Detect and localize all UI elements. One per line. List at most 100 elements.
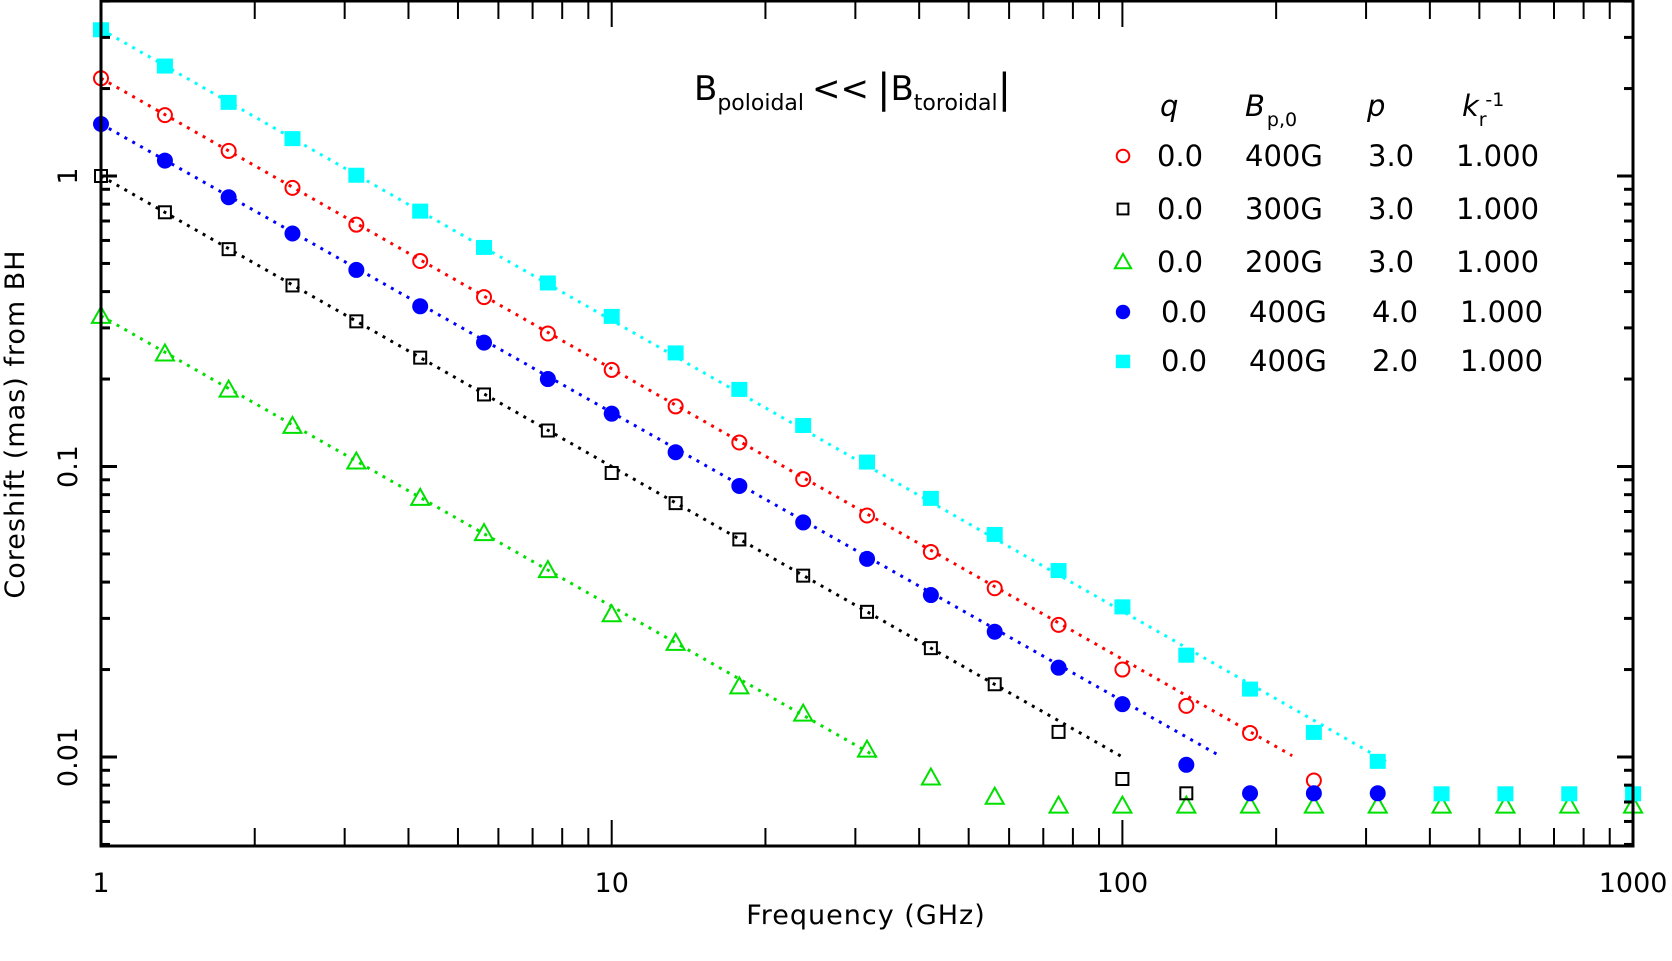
filled-square-marker-icon: [1178, 647, 1195, 663]
circle-marker-icon: [539, 325, 556, 342]
filled-square-marker-icon: [220, 94, 237, 110]
filled-circle-marker-icon: [1242, 785, 1259, 802]
circle-marker-icon: [1178, 697, 1195, 714]
circle-marker-icon: [1050, 616, 1067, 633]
square-marker-icon: [349, 314, 364, 329]
filled-circle-marker-icon: [603, 405, 620, 422]
square-marker-icon: [604, 465, 619, 480]
filled-square-marker-icon: [1115, 354, 1131, 369]
filled-circle-marker-icon: [539, 371, 556, 388]
filled-square-marker-icon: [1242, 681, 1259, 697]
filled-circle-marker-icon: [731, 477, 748, 494]
legend-k-value: 1.000: [1456, 245, 1539, 279]
triangle-marker-icon: [664, 631, 687, 651]
filled-square-marker-icon: [284, 131, 301, 147]
square-marker-icon: [668, 496, 683, 511]
triangle-marker-icon: [600, 603, 623, 623]
square-marker-icon: [923, 641, 938, 656]
legend-header-kr: kr-1: [1462, 89, 1504, 131]
legend-header-p: p: [1366, 89, 1385, 123]
circle-marker-icon: [1115, 148, 1131, 164]
plot-border: [99, 0, 1635, 848]
legend-p-value: 3.0: [1368, 139, 1414, 173]
filled-square-marker-icon: [1369, 753, 1386, 769]
annotation-b-toroidal: B: [890, 69, 913, 109]
y-tick-label: 0.01: [53, 727, 84, 787]
square-marker-icon: [860, 604, 875, 619]
filled-circle-marker-icon: [1050, 659, 1067, 676]
circle-marker-icon: [667, 398, 684, 415]
legend-k-value: 1.000: [1456, 192, 1539, 226]
filled-circle-marker-icon: [284, 225, 301, 242]
triangle-marker-icon: [1558, 794, 1580, 814]
series-open-square: [94, 169, 1194, 801]
circle-marker-icon: [1242, 724, 1259, 741]
square-marker-icon: [540, 423, 555, 438]
fit-line: [100, 122, 1221, 758]
triangle-marker-icon: [920, 766, 942, 786]
legend-k-value: 1.000: [1456, 139, 1539, 173]
filled-circle-marker-icon: [986, 623, 1003, 640]
triangle-marker-icon: [792, 702, 814, 722]
circle-marker-icon: [859, 507, 876, 524]
series-open-triangle: [90, 304, 1644, 814]
legend-b-value: 400G: [1249, 344, 1327, 378]
annotation-sub-toroidal: toroidal: [914, 91, 998, 116]
triangle-marker-icon: [856, 738, 878, 758]
filled-square-marker-icon: [348, 167, 365, 183]
triangle-marker-icon: [1175, 794, 1198, 814]
legend-k-value: 1.000: [1460, 344, 1543, 378]
triangle-marker-icon: [1111, 794, 1134, 814]
legend-p-value: 2.0: [1372, 344, 1418, 378]
y-tick-label: 0.1: [53, 445, 84, 488]
filled-square-marker-icon: [1433, 786, 1450, 802]
legend-b-value: 400G: [1245, 139, 1323, 173]
triangle-marker-icon: [1239, 794, 1261, 814]
triangle-marker-icon: [281, 414, 304, 434]
legend-entry: 0.0 400G 2.0 1.000: [1115, 344, 1543, 378]
triangle-marker-icon: [537, 559, 559, 579]
triangle-marker-icon: [728, 675, 751, 695]
square-marker-icon: [732, 532, 747, 547]
circle-marker-icon: [986, 580, 1003, 597]
triangle-marker-icon: [1430, 794, 1453, 814]
circle-marker-icon: [412, 252, 429, 269]
annotation-sub-poloidal: poloidal: [717, 91, 804, 116]
filled-circle-marker-icon: [412, 298, 429, 315]
x-tick-label: 1: [92, 868, 109, 899]
filled-square-marker-icon: [795, 417, 812, 433]
filled-square-marker-icon: [667, 345, 684, 361]
filled-square-marker-icon: [1305, 724, 1322, 740]
triangle-marker-icon: [345, 450, 368, 470]
filled-circle-marker-icon: [922, 587, 939, 604]
triangle-marker-icon: [1303, 794, 1325, 814]
series-filled-square: [93, 22, 1642, 802]
y-axis-title: Coreshift (mas) from BH: [0, 249, 31, 598]
legend-q-value: 0.0: [1161, 344, 1207, 378]
circle-marker-icon: [220, 142, 237, 159]
square-marker-icon: [1051, 724, 1066, 739]
filled-circle-marker-icon: [667, 444, 684, 461]
annotation-b-poloidal: B: [694, 69, 717, 109]
data-markers: [90, 22, 1644, 814]
annotation-operator: <<: [812, 69, 869, 109]
triangle-marker-icon: [473, 522, 495, 542]
triangle-marker-icon: [1494, 794, 1517, 814]
legend-entry: 0.0 400G 4.0 1.000: [1115, 295, 1543, 329]
triangle-marker-icon: [217, 378, 240, 398]
legend-b-value: 400G: [1249, 295, 1327, 329]
triangle-marker-icon: [983, 785, 1006, 805]
circle-marker-icon: [731, 434, 748, 451]
circle-marker-icon: [348, 216, 365, 233]
filled-square-marker-icon: [922, 490, 939, 506]
filled-circle-marker-icon: [348, 261, 365, 278]
fit-line: [100, 76, 1293, 758]
filled-square-marker-icon: [859, 454, 876, 470]
plot-frame: [99, 0, 1635, 848]
filled-square-marker-icon: [1497, 786, 1514, 802]
y-tick-label: 1: [53, 167, 84, 184]
regime-annotation: Bpoloidal << |Btoroidal|: [694, 66, 1011, 116]
circle-marker-icon: [1114, 661, 1131, 678]
filled-circle-marker-icon: [1305, 785, 1322, 802]
